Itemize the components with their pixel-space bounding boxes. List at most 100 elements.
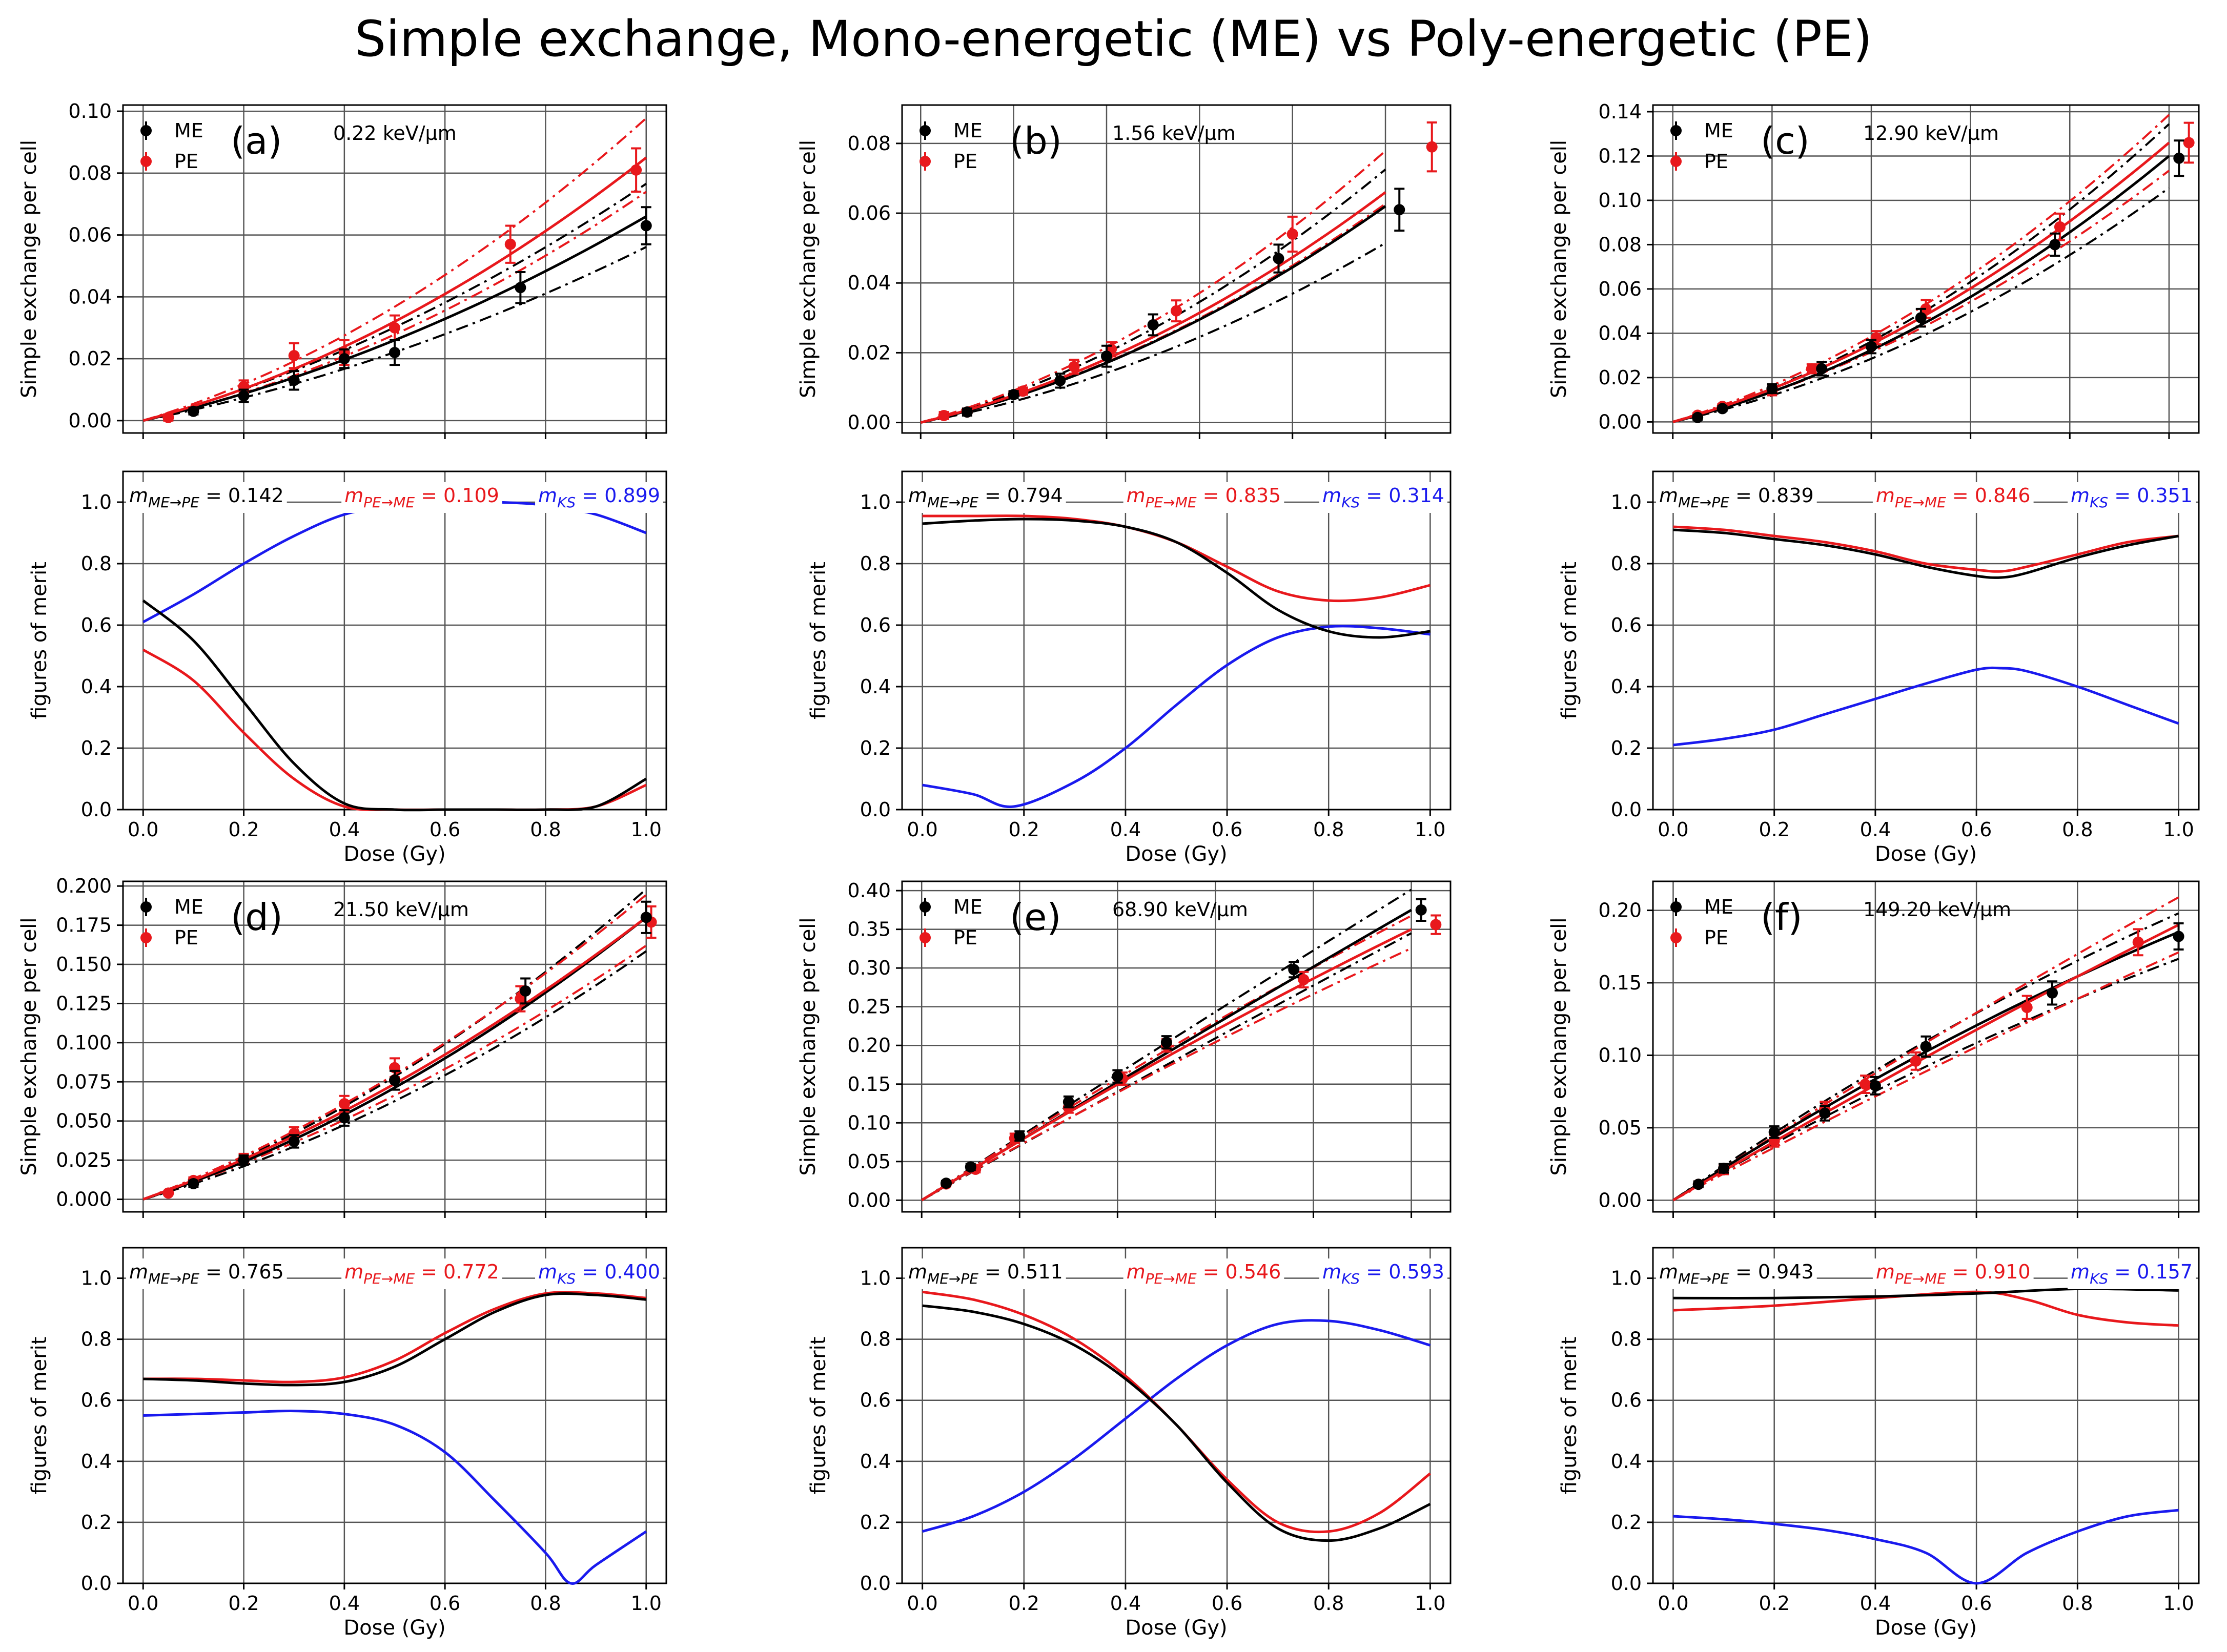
pe-point: [1171, 305, 1182, 317]
y-tick-label: 0.2: [81, 737, 112, 759]
m-ks-label-bg: [1319, 482, 1447, 513]
m-me-pe-label: mME→PE = 0.794: [908, 484, 1063, 511]
me-point: [1866, 341, 1877, 353]
y-axis-label: figures of merit: [28, 1337, 51, 1495]
legend-pe-marker: [920, 932, 931, 943]
y-tick-label: 0.35: [847, 918, 891, 941]
pe-band-upper: [920, 150, 1386, 424]
x-tick-label: 0.0: [128, 818, 158, 841]
pe-me-curve: [1673, 525, 2179, 573]
me-point: [1920, 1041, 1932, 1052]
me-band-lower: [1672, 958, 2179, 1202]
y-tick-label: 0.6: [860, 614, 891, 636]
m-me-pe-label-bg: [126, 482, 287, 513]
y-tick-label: 0.02: [1598, 366, 1642, 389]
me-point: [1100, 350, 1112, 362]
y-tick-label: 1.0: [1611, 491, 1642, 513]
me-point: [1692, 1179, 1704, 1190]
ks-curve: [143, 1410, 647, 1585]
m-pe-me-label: mPE→ME = 0.910: [1876, 1261, 2031, 1287]
y-tick-label: 0.8: [81, 1328, 112, 1351]
pe-point: [1068, 361, 1080, 373]
m-ks-label-bg: [2068, 482, 2196, 513]
x-tick-label: 1.0: [631, 1592, 662, 1615]
me-point: [2047, 987, 2058, 999]
x-tick-label: 0.4: [329, 1592, 360, 1615]
legend-me-marker: [920, 125, 931, 136]
y-tick-label: 0.25: [847, 996, 891, 1018]
y-tick-label: 0.14: [1598, 100, 1642, 123]
me-point: [1160, 1037, 1172, 1048]
y-tick-label: 0.8: [860, 1328, 891, 1351]
legend-pe-marker: [140, 932, 152, 943]
let-label: 12.90 keV/µm: [1863, 122, 1999, 144]
y-tick-label: 0.2: [860, 1511, 891, 1534]
y-tick-label: 1.0: [860, 491, 891, 513]
y-tick-label: 0.100: [56, 1031, 112, 1054]
pe-band-upper: [1672, 114, 2170, 423]
me-point: [389, 1075, 400, 1086]
y-tick-label: 0.04: [847, 272, 891, 294]
y-tick-label: 0.2: [1611, 1511, 1642, 1534]
y-tick-label: 1.0: [1611, 1267, 1642, 1290]
m-me-pe-label-bg: [905, 1258, 1066, 1289]
me-point: [640, 220, 652, 232]
pe-point: [338, 1098, 350, 1110]
x-axis-label: Dose (Gy): [1875, 842, 1977, 866]
pe-me-curve: [922, 514, 1431, 603]
legend-me-marker: [920, 901, 931, 913]
plot-frame: [1652, 104, 2200, 434]
x-tick-label: 0.0: [907, 1592, 937, 1615]
m-pe-me-label: mPE→ME = 0.109: [344, 484, 499, 511]
y-tick-label: 1.0: [860, 1267, 891, 1290]
x-tick-label: 0.0: [1658, 818, 1688, 841]
y-tick-label: 0.08: [68, 162, 112, 184]
x-tick-label: 0.8: [530, 1592, 561, 1615]
y-tick-label: 0.4: [1611, 675, 1642, 698]
m-ks-label-bg: [535, 482, 663, 513]
y-tick-label: 0.8: [860, 552, 891, 575]
me-point: [1692, 411, 1704, 423]
y-tick-label: 0.8: [81, 552, 112, 575]
x-tick-label: 0.6: [1212, 1592, 1242, 1615]
pe-point: [2132, 936, 2144, 948]
panel-a: 0.00 0.02 0.04 0.06 0.08 0.10 Simple exchange …: [17, 100, 667, 866]
pe-band-lower: [921, 947, 1412, 1202]
m-pe-me-label-bg: [1123, 482, 1284, 513]
m-ks-label-bg: [1319, 1258, 1447, 1289]
y-axis-label: figures of merit: [1558, 562, 1581, 719]
y-tick-label: 0.0: [1611, 1572, 1642, 1595]
panel-d: 0.000 0.025 0.050 0.075 0.100 0.125 0.150 0.175…: [17, 875, 667, 1640]
me-point: [965, 1161, 976, 1173]
x-tick-label: 0.2: [1759, 818, 1789, 841]
legend-me-marker: [140, 901, 152, 913]
legend-pe-label: PE: [1704, 926, 1728, 949]
y-tick-label: 0.4: [860, 675, 891, 698]
legend-pe-marker: [1670, 932, 1682, 943]
me-point: [338, 353, 350, 365]
y-axis-label: Simple exchange per cell: [796, 917, 820, 1175]
me-point: [640, 912, 652, 923]
me-point: [2173, 152, 2185, 164]
let-label: 21.50 keV/µm: [333, 898, 469, 921]
legend-me-label: ME: [174, 896, 203, 918]
x-tick-label: 1.0: [2163, 1592, 2194, 1615]
pe-point: [288, 350, 300, 362]
m-me-pe-label: mME→PE = 0.765: [129, 1261, 284, 1287]
y-tick-label: 0.4: [860, 1450, 891, 1473]
ks-curve: [922, 625, 1431, 808]
pe-point: [389, 322, 400, 334]
legend-pe-label: PE: [953, 150, 977, 173]
y-tick-label: 0.0: [1611, 798, 1642, 821]
legend-me-label: ME: [953, 896, 983, 918]
x-tick-label: 0.6: [430, 818, 460, 841]
y-tick-label: 0.0: [81, 798, 112, 821]
panel-c: 0.00 0.02 0.04 0.06 0.08 0.10 0.12 0.14 Simple e…: [1547, 100, 2200, 866]
y-tick-label: 0.02: [68, 347, 112, 370]
pe-point: [1286, 228, 1298, 240]
me-point: [1816, 363, 1828, 375]
x-tick-label: 0.4: [1860, 818, 1891, 841]
figure-title: Simple exchange, Mono-energetic (ME) vs …: [355, 10, 1872, 68]
y-tick-label: 0.2: [81, 1511, 112, 1534]
y-tick-label: 1.0: [81, 1267, 112, 1290]
